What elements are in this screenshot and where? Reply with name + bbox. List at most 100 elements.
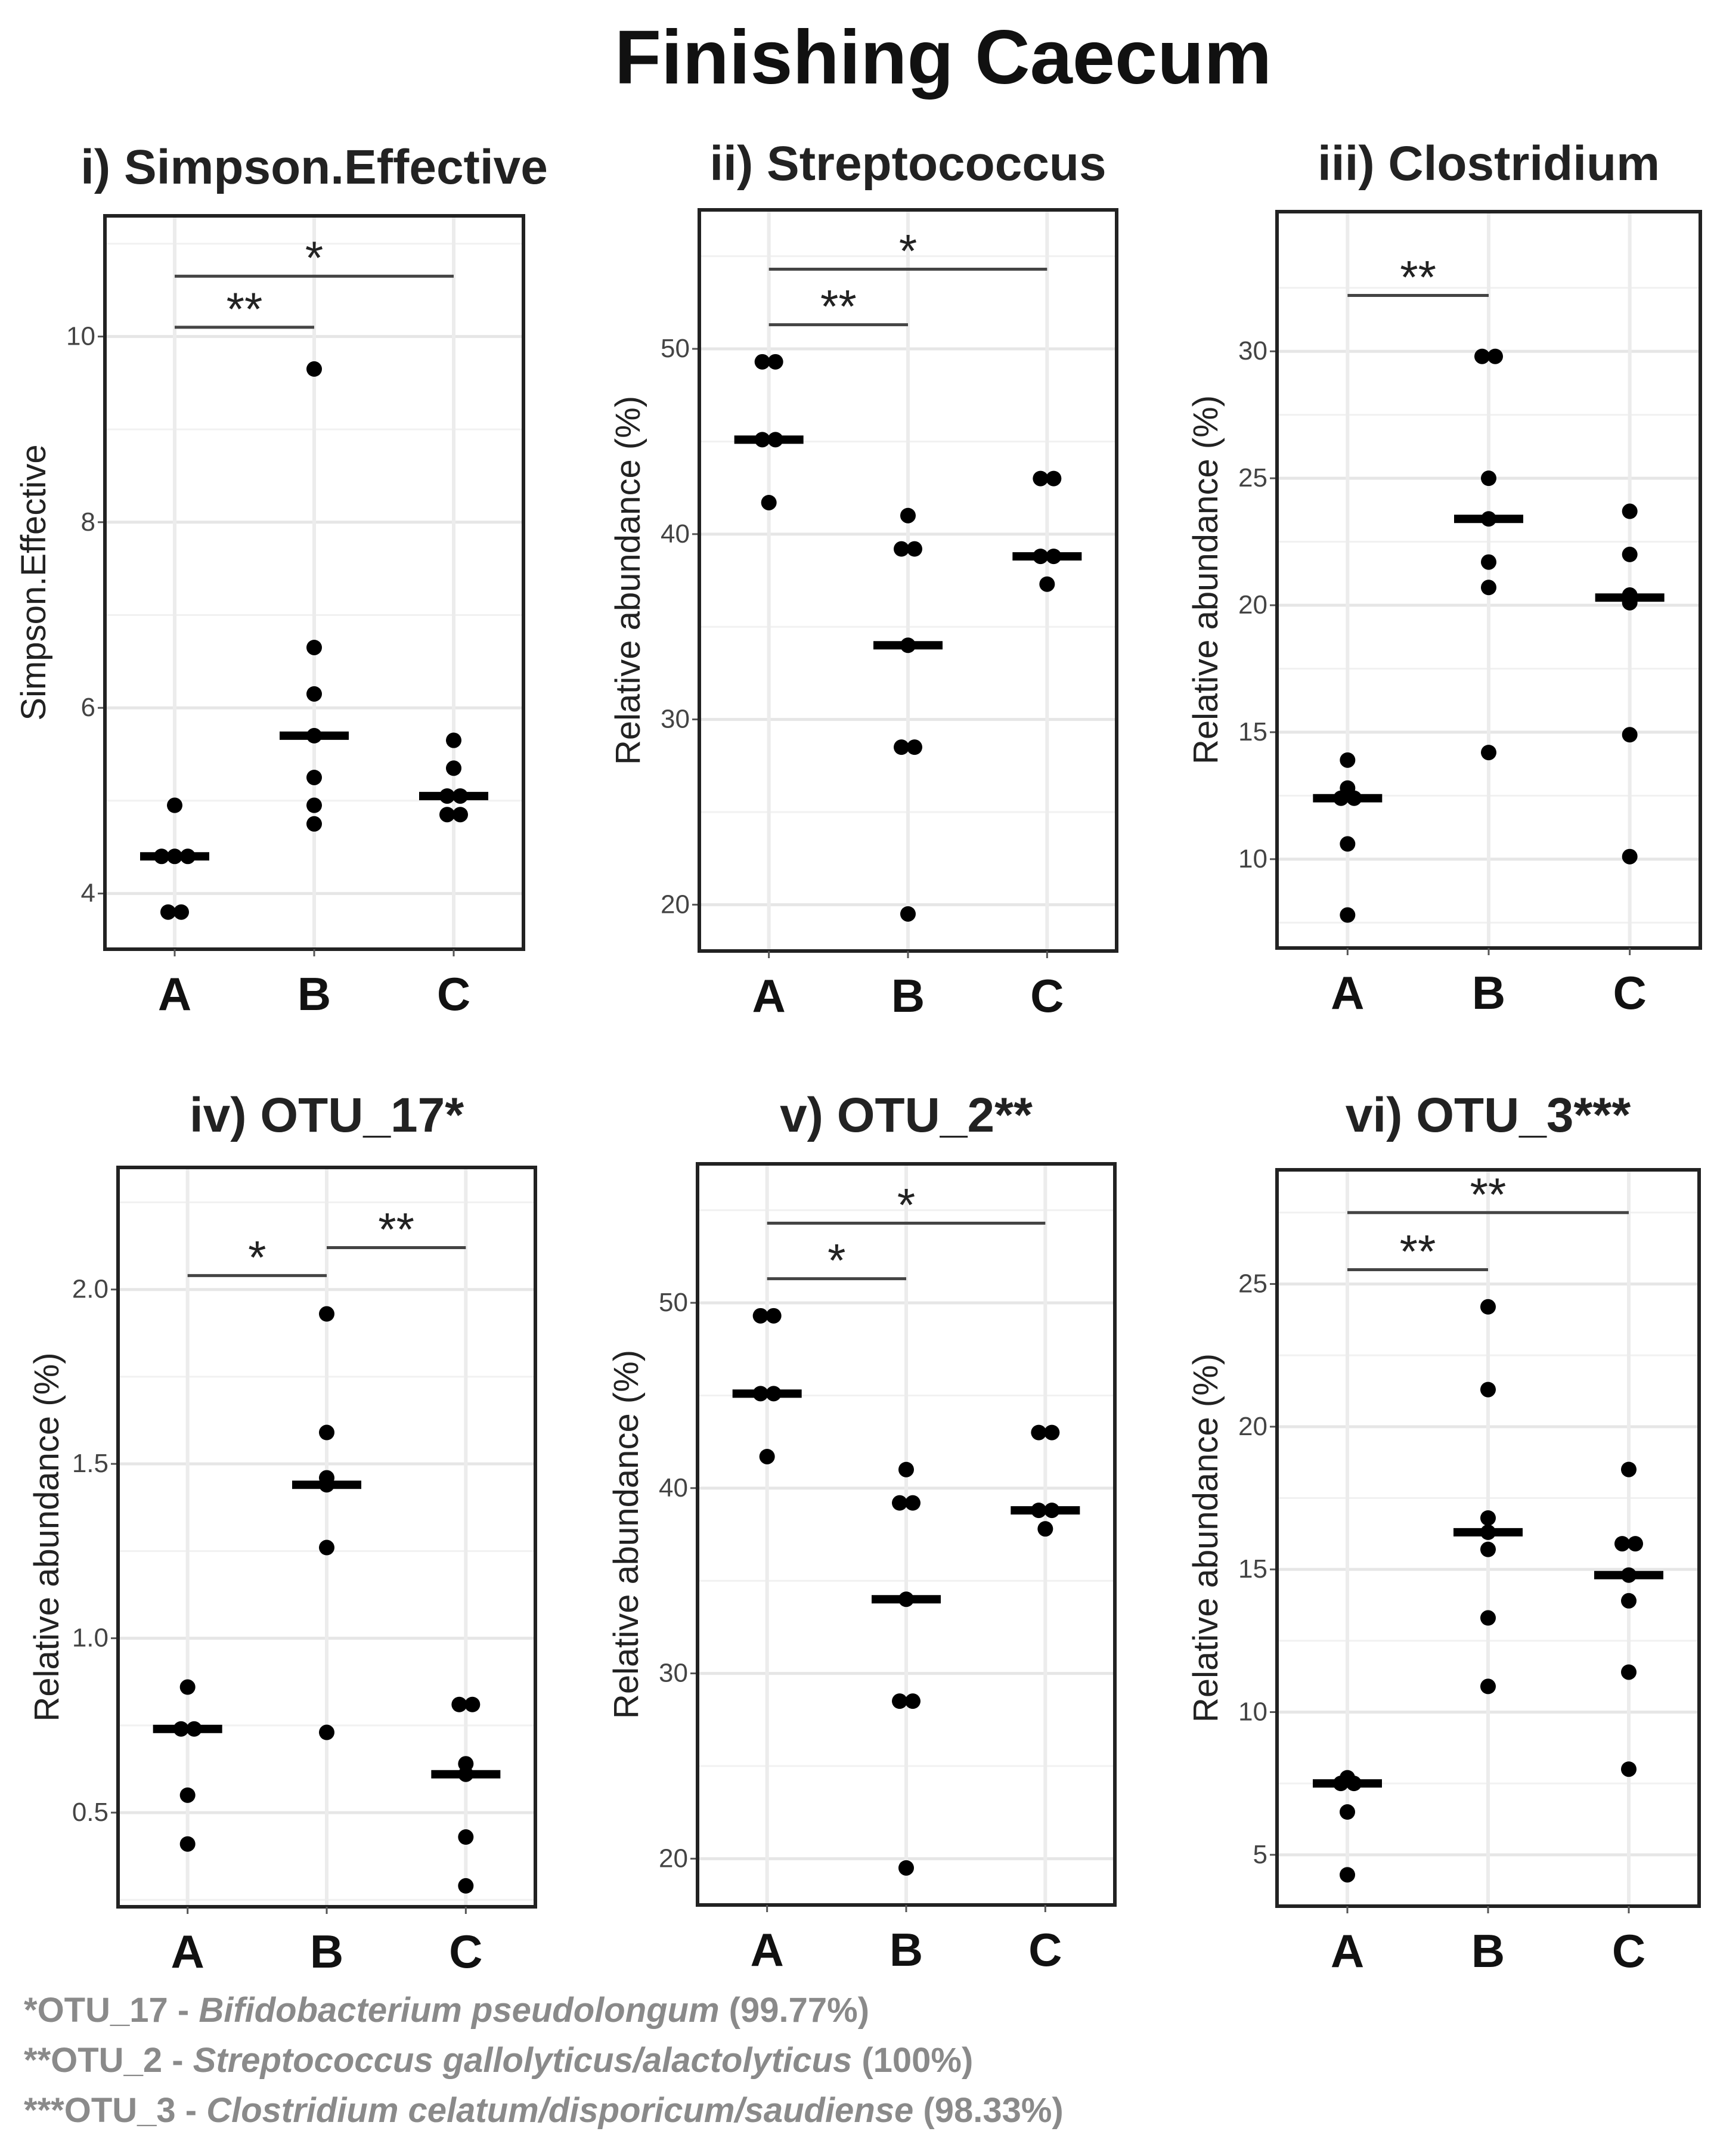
y-tick-label: 5 <box>1253 1840 1267 1869</box>
panel-iv: 0.51.01.52.0***A B Civ) OTU_17*Relative ab… <box>27 1088 537 1978</box>
y-tick-label: 30 <box>1238 336 1267 365</box>
data-point <box>306 686 322 702</box>
panel-title: i) Simpson.Effective <box>80 140 548 194</box>
significance-label: ** <box>1400 251 1436 303</box>
data-point <box>306 769 322 785</box>
data-point <box>1621 1761 1637 1777</box>
y-tick-label: 4 <box>81 879 95 908</box>
y-tick-label: 2.0 <box>72 1275 109 1304</box>
data-point <box>464 1696 481 1712</box>
figure-title: Finishing Caecum <box>615 15 1272 100</box>
significance-label: ** <box>378 1203 414 1256</box>
data-point <box>1480 1678 1496 1695</box>
y-tick-label: 20 <box>1238 590 1267 619</box>
data-point <box>1046 470 1062 487</box>
footnote-otu2: **OTU_2 - Streptococcus gallolyticus/ala… <box>24 2041 974 2080</box>
footnote-otu3: ***OTU_3 - Clostridium celatum/disporicu… <box>24 2091 1064 2130</box>
significance-label: * <box>827 1234 845 1287</box>
y-tick-label: 40 <box>661 519 690 549</box>
data-point <box>173 904 189 920</box>
data-point <box>446 760 461 776</box>
data-point <box>900 906 916 922</box>
data-point <box>761 494 777 510</box>
y-tick-label: 1.0 <box>72 1624 109 1653</box>
data-point <box>765 1308 782 1324</box>
data-point <box>453 807 468 823</box>
x-tick-label: C <box>1612 1925 1645 1977</box>
y-tick-label: 15 <box>1238 1554 1267 1584</box>
x-tick-label: B <box>297 968 331 1020</box>
significance-label: * <box>305 231 323 284</box>
data-point <box>1044 1424 1060 1441</box>
data-point <box>894 541 909 557</box>
data-point <box>892 1693 907 1709</box>
y-tick-label: 20 <box>1238 1412 1267 1441</box>
data-point <box>1622 727 1638 743</box>
x-tick-label: A <box>1331 967 1364 1019</box>
y-tick-label: 20 <box>659 1844 688 1873</box>
data-point <box>319 1724 334 1740</box>
data-point <box>306 816 322 832</box>
y-tick-label: 6 <box>81 693 95 722</box>
x-tick-label: A <box>1331 1925 1364 1977</box>
x-tick-label: C <box>437 968 470 1020</box>
data-point <box>179 1787 196 1803</box>
data-point <box>179 1679 196 1695</box>
data-point <box>1340 836 1356 852</box>
x-tick-label: A <box>752 969 785 1022</box>
data-point <box>907 739 922 755</box>
y-tick-label: 10 <box>1238 844 1267 873</box>
data-point <box>1621 1461 1637 1477</box>
panel-v: 20 30 40 50 * * A B Cv) OTU_2** Relative abundanc… <box>607 1088 1117 1976</box>
x-tick-label: B <box>890 1923 923 1976</box>
x-tick-label: A <box>158 968 191 1020</box>
data-point <box>319 1424 334 1441</box>
y-tick-label: 50 <box>661 334 690 363</box>
x-tick-label: C <box>449 1925 482 1978</box>
data-point <box>306 797 322 813</box>
y-tick-label: 15 <box>1238 717 1267 746</box>
data-point <box>754 354 770 370</box>
data-point <box>1033 470 1049 487</box>
data-point <box>894 739 909 755</box>
y-axis-label: Relative abundance (%) <box>607 1350 646 1719</box>
data-point <box>1622 503 1638 519</box>
x-tick-label: B <box>1471 1925 1505 1977</box>
y-axis-label: Relative abundance (%) <box>609 396 647 765</box>
data-point <box>1480 1510 1496 1526</box>
data-point <box>905 1693 921 1709</box>
data-point <box>1621 1664 1637 1680</box>
data-point <box>1481 554 1496 570</box>
significance-label: ** <box>227 283 263 335</box>
y-axis-label: Relative abundance (%) <box>27 1352 66 1721</box>
footnotes: *OTU_17 - Bifidobacterium pseudolongum (… <box>24 1985 1693 2136</box>
data-point <box>1480 1610 1496 1626</box>
significance-label: * <box>897 1178 915 1231</box>
data-point <box>1481 470 1496 487</box>
data-point <box>892 1495 907 1511</box>
panel-title: ii) Streptococcus <box>709 137 1106 191</box>
data-point <box>160 904 176 920</box>
x-tick-label: C <box>1028 1923 1062 1976</box>
x-tick-label: B <box>891 969 925 1022</box>
data-point <box>1480 1381 1496 1398</box>
data-point <box>898 1461 914 1477</box>
data-point <box>446 732 461 748</box>
data-point <box>752 1308 768 1324</box>
x-tick-label: B <box>310 1925 343 1978</box>
data-point <box>439 807 455 823</box>
y-tick-label: 40 <box>659 1473 688 1503</box>
data-point <box>1340 1867 1355 1883</box>
data-point <box>319 1306 334 1322</box>
x-tick-label: C <box>1613 967 1646 1019</box>
y-tick-label: 20 <box>661 890 690 919</box>
data-point <box>458 1829 474 1845</box>
data-point <box>1340 752 1356 768</box>
y-tick-label: 30 <box>659 1659 688 1688</box>
y-tick-label: 25 <box>1238 463 1267 492</box>
data-point <box>1622 546 1638 562</box>
